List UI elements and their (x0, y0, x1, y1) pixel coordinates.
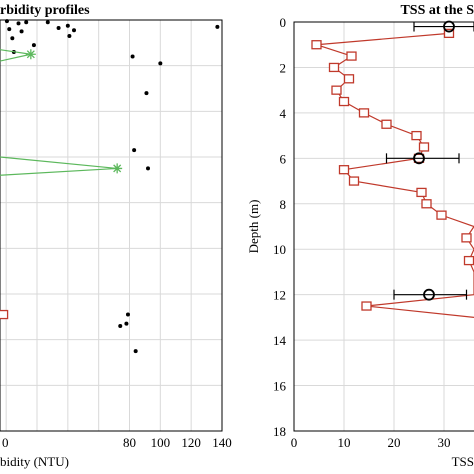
tss-square-marker (411, 130, 422, 141)
tss-square-marker (421, 199, 432, 209)
data-point (146, 166, 150, 171)
profile-line (0, 156, 118, 176)
tss-square-marker (348, 176, 360, 186)
tss-square-marker (361, 301, 372, 311)
data-point (158, 61, 163, 66)
tss-square-marker (358, 108, 370, 118)
x-tick-label: 30 (438, 435, 451, 450)
mean-circle-marker (443, 20, 455, 33)
tss-square-marker (331, 85, 342, 95)
plot-frame (0, 19, 223, 432)
tss-square-marker (381, 119, 392, 129)
data-point (65, 23, 70, 28)
data-point (45, 20, 50, 25)
tss-square-marker (311, 40, 322, 50)
y-tick-label: 4 (280, 106, 287, 121)
chart-title: rbidity profiles (0, 3, 90, 18)
x-tick-label: 10 (338, 435, 351, 450)
x-tick-label: 100 (151, 435, 171, 450)
tss-square-marker (343, 74, 355, 84)
tss-square-marker (346, 51, 357, 61)
star-marker (112, 163, 123, 174)
square-marker (0, 309, 9, 320)
data-point (4, 19, 9, 24)
data-point (72, 28, 76, 33)
tss-square-marker (338, 96, 350, 107)
data-point (215, 24, 220, 29)
data-point (130, 54, 135, 59)
data-point (19, 29, 24, 34)
mean-circle-marker (413, 152, 425, 165)
data-point (125, 312, 130, 317)
tss-panel: 0 2 4 6 8 10 12 14 16 18 0 10 20 30 TSS at the S TSS Dep… (246, 3, 474, 469)
y-tick-label: 12 (273, 288, 286, 303)
profile-line (0, 49, 31, 62)
chart-title: TSS at the S (400, 3, 474, 18)
tss-square-marker (443, 28, 455, 39)
y-tick-label: 2 (280, 60, 287, 75)
x-tick-label: 120 (181, 435, 201, 450)
data-point (124, 321, 129, 326)
tss-square-marker (461, 233, 472, 243)
y-tick-label: 10 (273, 242, 286, 257)
y-tick-label: 14 (273, 333, 287, 348)
data-point (133, 349, 138, 354)
tss-square-marker (463, 255, 474, 266)
y-tick-label: 18 (273, 424, 286, 439)
x-tick-label: 0 (291, 435, 298, 450)
data-point (31, 43, 36, 48)
data-point (16, 21, 21, 26)
y-tick-label: 6 (280, 151, 287, 166)
x-tick-label: 80 (123, 435, 136, 450)
tss-square-marker (436, 210, 447, 220)
y-axis-label: Depth (m) (246, 200, 261, 254)
tss-square-marker (418, 142, 430, 152)
star-marker (25, 49, 36, 60)
x-tick-label: 140 (212, 435, 232, 450)
mean-circle-marker (423, 288, 435, 301)
data-point (118, 323, 123, 328)
data-point (10, 36, 15, 41)
data-point (7, 27, 12, 32)
y-tick-label: 8 (280, 197, 287, 212)
plot-frame (293, 21, 474, 432)
data-point (67, 33, 72, 38)
x-tick-label: 20 (388, 435, 401, 450)
y-tick-label: 0 (280, 15, 287, 30)
data-point (132, 148, 137, 153)
data-point (56, 25, 61, 30)
x-axis-label: TSS (452, 454, 474, 469)
data-point (144, 91, 149, 96)
tss-profile-line (316, 32, 474, 318)
tss-square-marker (338, 165, 350, 175)
tss-square-marker (416, 187, 427, 198)
x-axis-label: bidity (NTU) (0, 454, 69, 469)
y-tick-label: 16 (273, 379, 287, 394)
data-point (24, 20, 29, 25)
x-tick-label-partial: 0 (2, 435, 9, 450)
tss-square-marker (328, 62, 340, 73)
turbidity-panel: 80 100 120 140 0 rbidity profiles bidity (NTU) (0, 3, 232, 469)
